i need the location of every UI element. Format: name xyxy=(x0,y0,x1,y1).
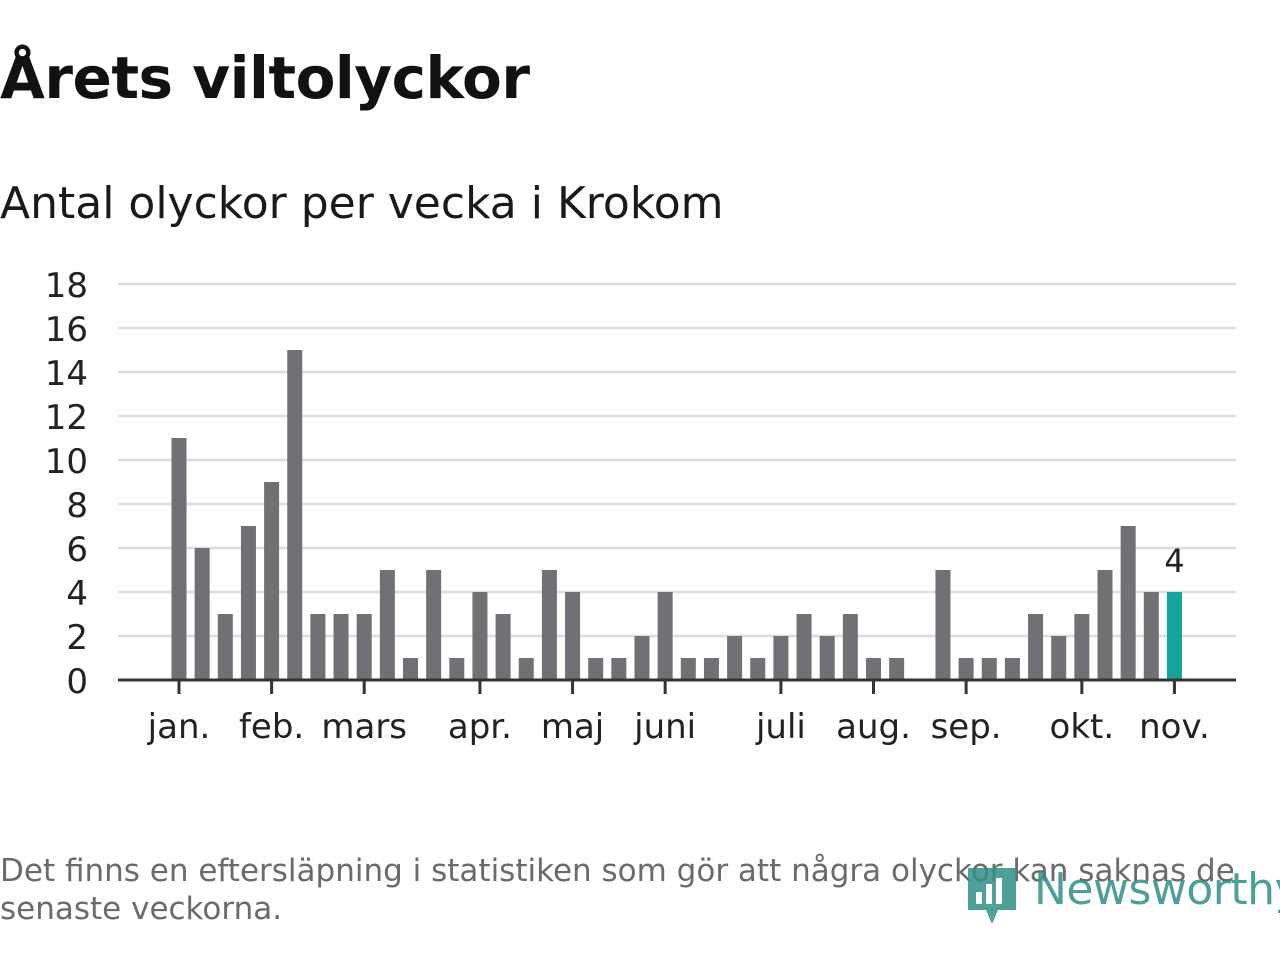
bar xyxy=(403,658,418,680)
bar xyxy=(1097,570,1113,680)
bar xyxy=(866,658,881,680)
y-tick-label: 4 xyxy=(66,574,88,614)
highlight-bar xyxy=(1166,592,1182,680)
y-tick-label: 12 xyxy=(45,398,88,438)
bar xyxy=(310,614,326,680)
bar xyxy=(657,592,673,680)
page-title: Årets viltolyckor xyxy=(0,44,530,112)
chart-subtitle: Antal olyckor per vecka i Krokom xyxy=(0,178,724,229)
x-tick-label: okt. xyxy=(1050,707,1115,747)
x-tick-label: mars xyxy=(321,707,407,747)
y-tick-label: 6 xyxy=(66,530,88,570)
x-tick-label: feb. xyxy=(239,707,304,747)
y-tick-label: 14 xyxy=(45,354,88,394)
bar xyxy=(634,636,650,680)
x-tick-label: juli xyxy=(755,707,806,747)
bar xyxy=(379,570,395,680)
bar xyxy=(958,658,974,680)
bar xyxy=(611,658,627,680)
bar xyxy=(1143,592,1159,680)
bar xyxy=(703,658,719,680)
x-tick-label: apr. xyxy=(448,707,512,747)
bar xyxy=(1074,614,1090,680)
x-tick-label: jan. xyxy=(147,707,211,747)
y-tick-label: 10 xyxy=(45,442,88,482)
bar xyxy=(565,592,581,680)
bar xyxy=(287,350,303,680)
bar xyxy=(1004,658,1020,680)
bar xyxy=(194,548,210,680)
y-tick-label: 8 xyxy=(66,486,88,526)
bar xyxy=(171,438,187,680)
bar xyxy=(588,658,604,680)
bar xyxy=(217,614,233,680)
y-tick-label: 2 xyxy=(66,618,88,658)
bar xyxy=(518,658,534,680)
bar xyxy=(541,570,557,680)
x-axis: jan. feb. mars apr. maj juni juli aug. sep. okt. n… xyxy=(118,678,1236,747)
x-tick-label: nov. xyxy=(1139,707,1210,747)
x-tick-label: sep. xyxy=(931,707,1002,747)
footnote: Det finns en eftersläpning i statistiken… xyxy=(0,853,1235,927)
newsworthy-logo-icon xyxy=(968,868,1016,924)
bar xyxy=(773,636,789,680)
y-tick-label: 16 xyxy=(45,310,88,350)
bar xyxy=(680,658,696,680)
gridlines xyxy=(118,282,1236,638)
bar xyxy=(426,570,442,680)
highlight-value-label: 4 xyxy=(1164,542,1184,580)
bars xyxy=(171,350,1182,680)
bar xyxy=(1051,636,1067,680)
bar xyxy=(240,526,256,680)
brand-name: Newsworthy xyxy=(1034,864,1280,915)
bar xyxy=(935,570,951,680)
bar xyxy=(333,614,349,680)
newsworthy-logo: Newsworthy xyxy=(964,860,1280,930)
bar xyxy=(264,482,280,680)
bar xyxy=(981,658,997,680)
x-tick-label: maj xyxy=(541,707,604,747)
bar xyxy=(495,614,511,680)
bar xyxy=(356,614,372,680)
bar xyxy=(819,636,835,680)
bar xyxy=(842,614,858,680)
x-tick-label: juni xyxy=(633,707,696,747)
y-tick-label: 0 xyxy=(66,662,88,702)
y-tick-label: 18 xyxy=(45,266,88,306)
bar xyxy=(796,614,812,680)
bar xyxy=(750,658,766,680)
bar xyxy=(449,658,465,680)
data-labels: 4 xyxy=(1164,542,1184,580)
bar xyxy=(1028,614,1044,680)
bar xyxy=(472,592,488,680)
bar xyxy=(1120,526,1136,680)
bar xyxy=(727,636,743,680)
bar xyxy=(889,658,905,680)
x-tick-label: aug. xyxy=(836,707,911,747)
